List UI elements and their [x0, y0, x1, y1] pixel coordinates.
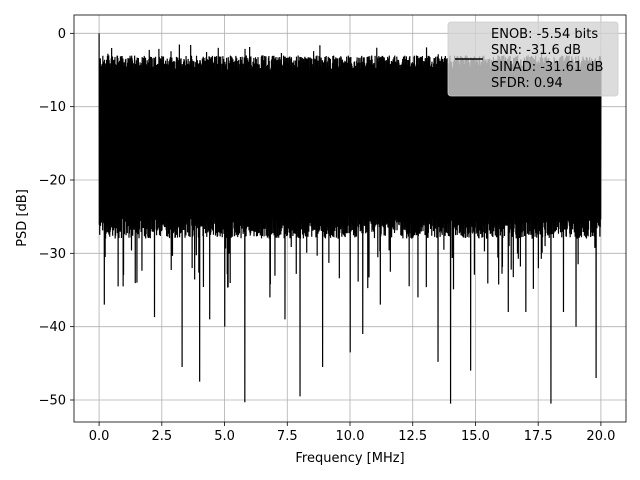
x-tick-label: 2.5 — [151, 429, 172, 444]
x-axis: 0.0 2.5 5.0 7.5 10.0 12.5 15.0 17.5 20.0 — [89, 422, 615, 444]
y-tick-label: −40 — [39, 320, 66, 335]
x-tick-label: 20.0 — [586, 429, 615, 444]
x-tick-label: 15.0 — [461, 429, 490, 444]
x-tick-label: 0.0 — [89, 429, 110, 444]
y-tick-label: −30 — [39, 247, 66, 262]
legend-sfdr: SFDR: 0.94 — [491, 76, 563, 91]
y-tick-label: −10 — [39, 100, 66, 115]
x-tick-label: 12.5 — [398, 429, 427, 444]
y-axis-label: PSD [dB] — [15, 189, 30, 247]
legend: ENOB: -5.54 bits SNR: -31.6 dB SINAD: -3… — [447, 21, 619, 97]
y-tick-label: −20 — [39, 174, 66, 189]
y-axis: 0 −10 −20 −30 −40 −50 — [39, 27, 74, 409]
legend-snr: SNR: -31.6 dB — [491, 43, 581, 58]
legend-box — [447, 21, 619, 97]
legend-enob: ENOB: -5.54 bits — [491, 27, 598, 42]
x-tick-label: 7.5 — [277, 429, 298, 444]
x-tick-label: 5.0 — [214, 429, 235, 444]
x-tick-label: 17.5 — [524, 429, 553, 444]
x-axis-label: Frequency [MHz] — [295, 451, 404, 466]
y-tick-label: 0 — [58, 27, 66, 42]
legend-sinad: SINAD: -31.61 dB — [491, 60, 603, 75]
x-tick-label: 10.0 — [336, 429, 365, 444]
y-tick-label: −50 — [39, 394, 66, 409]
